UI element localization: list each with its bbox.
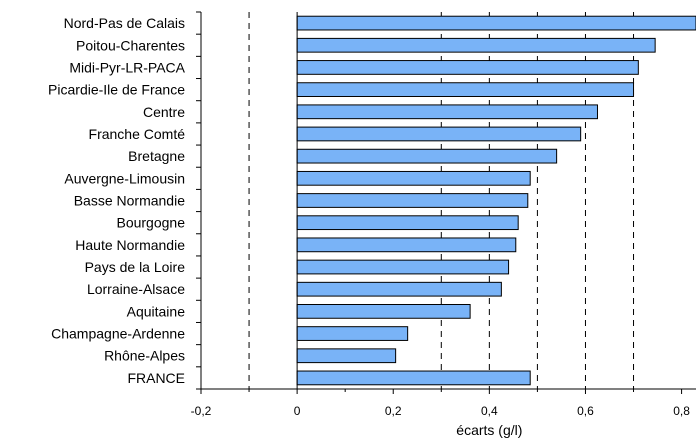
category-label-10: Haute Normandie — [75, 237, 185, 253]
bar-15 — [296, 348, 397, 364]
bar-11 — [296, 259, 510, 275]
category-label-3: Picardie-Ile de France — [48, 82, 185, 98]
bar-14 — [296, 326, 409, 341]
x-tick-label-1: 0 — [294, 404, 301, 418]
category-label-13: Aquitaine — [127, 303, 186, 319]
axes — [196, 11, 696, 394]
bar-8 — [296, 193, 529, 208]
bar-5 — [296, 126, 582, 142]
category-label-9: Bourgogne — [116, 215, 185, 231]
category-label-8: Basse Normandie — [74, 193, 185, 209]
bar-3 — [296, 82, 635, 97]
x-tick-labels: -0,2 0 0,2 0,4 0,6 0,8 — [191, 404, 691, 418]
category-label-0: Nord-Pas de Calais — [64, 15, 185, 31]
category-labels: Nord-Pas de Calais Poitou-Charentes Midi-P… — [48, 15, 186, 386]
bar-12 — [296, 281, 502, 297]
x-axis-title: écarts (g/l) — [456, 422, 522, 438]
category-label-11: Pays de la Loire — [85, 259, 186, 275]
x-tick-label-3: 0,4 — [481, 404, 498, 418]
category-label-7: Auvergne-Limousin — [64, 170, 185, 186]
bar-13 — [296, 304, 471, 319]
category-label-2: Midi-Pyr-LR-PACA — [69, 59, 185, 75]
bar-0 — [296, 15, 696, 31]
x-tick-label-0: -0,2 — [191, 404, 212, 418]
category-label-12: Lorraine-Alsace — [87, 281, 185, 297]
bar-1 — [296, 37, 656, 53]
bar-2 — [296, 60, 639, 75]
bars — [296, 15, 696, 386]
category-label-14: Champagne-Ardenne — [51, 326, 185, 342]
category-label-1: Poitou-Charentes — [76, 37, 185, 53]
bar-4 — [296, 104, 598, 120]
category-label-15: Rhône-Alpes — [104, 348, 185, 364]
x-tick-label-2: 0,2 — [385, 404, 402, 418]
bar-16 — [296, 370, 531, 386]
bar-7 — [296, 170, 531, 186]
x-tick-label-5: 0,8 — [673, 404, 690, 418]
bar-10 — [296, 237, 517, 253]
x-tick-label-4: 0,6 — [577, 404, 594, 418]
bar-6 — [296, 148, 558, 164]
category-label-5: Franche Comté — [89, 126, 186, 142]
category-label-16: FRANCE — [127, 370, 185, 386]
category-label-6: Bretagne — [128, 148, 185, 164]
category-label-4: Centre — [143, 104, 185, 120]
bar-9 — [296, 215, 519, 231]
